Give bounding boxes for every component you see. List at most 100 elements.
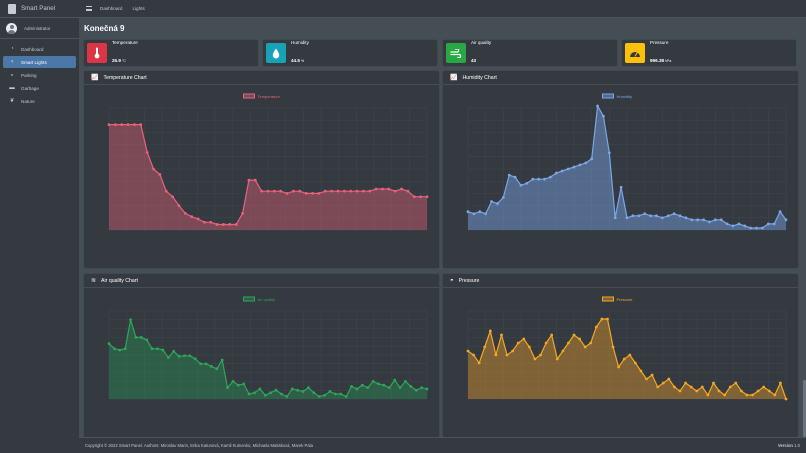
- data-point: [107, 342, 111, 346]
- sidebar-item-garbage[interactable]: ▬ Garbage: [3, 82, 76, 94]
- sidebar-item-parking[interactable]: ◒ Parking: [3, 69, 76, 81]
- data-point: [133, 123, 136, 127]
- data-point: [566, 167, 570, 171]
- data-point: [622, 357, 626, 361]
- humidity-chart: Humidity: [466, 93, 788, 231]
- data-point: [156, 347, 159, 351]
- data-point: [516, 341, 520, 345]
- data-point: [164, 189, 168, 193]
- data-point: [285, 395, 289, 398]
- nav-link-dashboard[interactable]: Dashboard: [100, 6, 123, 11]
- data-point: [712, 381, 715, 385]
- data-point: [404, 380, 407, 383]
- data-point: [617, 365, 621, 369]
- nav-link-lights[interactable]: Lights: [132, 6, 145, 11]
- data-point: [689, 385, 693, 389]
- data-point: [543, 177, 546, 181]
- data-point: [393, 378, 397, 382]
- data-point: [171, 195, 174, 199]
- data-point: [756, 389, 760, 393]
- data-point: [199, 362, 203, 366]
- data-point: [584, 161, 588, 165]
- legend: Air quality: [243, 296, 275, 302]
- info-box-label: Air quality: [471, 39, 492, 45]
- data-point: [600, 317, 604, 321]
- data-point: [371, 380, 375, 383]
- data-point: [762, 385, 766, 389]
- data-point: [660, 216, 664, 220]
- data-point: [472, 212, 476, 216]
- data-point: [344, 395, 348, 398]
- card-title: Air quality Chart: [101, 277, 138, 284]
- data-point: [118, 348, 122, 352]
- droplet-icon: [266, 43, 286, 63]
- sidebar-item-label: Smart Lights: [21, 59, 47, 65]
- data-point: [531, 177, 535, 181]
- card-header: 📈 Humidity Chart: [443, 71, 798, 85]
- sidebar-item-smart-lights[interactable]: ♀ Smart Lights: [3, 56, 76, 68]
- sidebar-item-label: Dashboard: [21, 46, 44, 52]
- data-point: [743, 224, 747, 228]
- data-point: [537, 177, 541, 181]
- brand-name: Smart Panel: [21, 5, 56, 12]
- menu-toggle-icon[interactable]: [86, 6, 92, 11]
- data-point: [525, 181, 529, 185]
- data-point: [158, 173, 162, 176]
- footer: Copyright © 2022 Smart Panel. Authors: M…: [79, 437, 806, 453]
- data-point: [702, 218, 705, 222]
- legend-label: Temperature: [258, 94, 281, 99]
- info-box-value: 25.9: [112, 57, 121, 63]
- air-quality-chart: Air quality: [107, 296, 429, 400]
- info-box-label: Humidity: [291, 39, 309, 45]
- data-point: [511, 349, 515, 353]
- data-point: [339, 392, 343, 396]
- data-point: [560, 169, 564, 173]
- data-point: [611, 345, 615, 349]
- avatar: [6, 22, 17, 34]
- data-point: [484, 212, 488, 216]
- wind-icon: [446, 43, 466, 63]
- data-point: [145, 338, 149, 342]
- card-header: 📈 Temperature Chart: [84, 71, 439, 85]
- card-temperature-chart: 📈 Temperature Chart Temperature: [84, 71, 439, 268]
- data-point: [355, 387, 359, 391]
- sidebar-item-nature[interactable]: ❦ Nature: [3, 95, 76, 107]
- data-point: [784, 397, 788, 401]
- series-line: [467, 318, 787, 400]
- data-point: [263, 393, 267, 397]
- user-panel[interactable]: Administrator: [0, 18, 79, 39]
- series-area: [109, 124, 427, 230]
- data-point: [234, 223, 238, 226]
- data-point: [419, 195, 423, 199]
- data-point: [400, 187, 403, 191]
- scrollbar[interactable]: [803, 380, 806, 437]
- info-box-humidity: Humidity 44.5%: [263, 40, 437, 66]
- sidebar-item-dashboard[interactable]: ◔ Dashboard: [3, 43, 76, 55]
- data-point: [292, 189, 295, 193]
- data-point: [661, 381, 665, 385]
- data-point: [272, 189, 276, 193]
- sidebar-item-label: Parking: [21, 72, 37, 78]
- data-point: [737, 222, 741, 226]
- data-point: [628, 353, 632, 357]
- data-point: [567, 341, 570, 345]
- data-point: [554, 171, 558, 175]
- data-point: [398, 386, 402, 390]
- data-point: [393, 189, 397, 193]
- data-point: [209, 220, 213, 224]
- data-point: [719, 218, 723, 222]
- card-air-quality-chart: ≋ Air quality Chart Air quality: [84, 274, 439, 437]
- data-point: [637, 214, 641, 218]
- data-point: [312, 391, 316, 395]
- data-point: [561, 349, 565, 353]
- data-point: [513, 175, 517, 179]
- data-point: [120, 123, 124, 127]
- data-point: [555, 357, 559, 361]
- data-point: [602, 114, 605, 118]
- data-point: [731, 224, 735, 228]
- pressure-chart: Pressure: [466, 296, 788, 401]
- brand[interactable]: Smart Panel: [0, 0, 79, 18]
- data-point: [478, 210, 482, 214]
- data-point: [145, 150, 149, 154]
- data-point: [188, 354, 192, 358]
